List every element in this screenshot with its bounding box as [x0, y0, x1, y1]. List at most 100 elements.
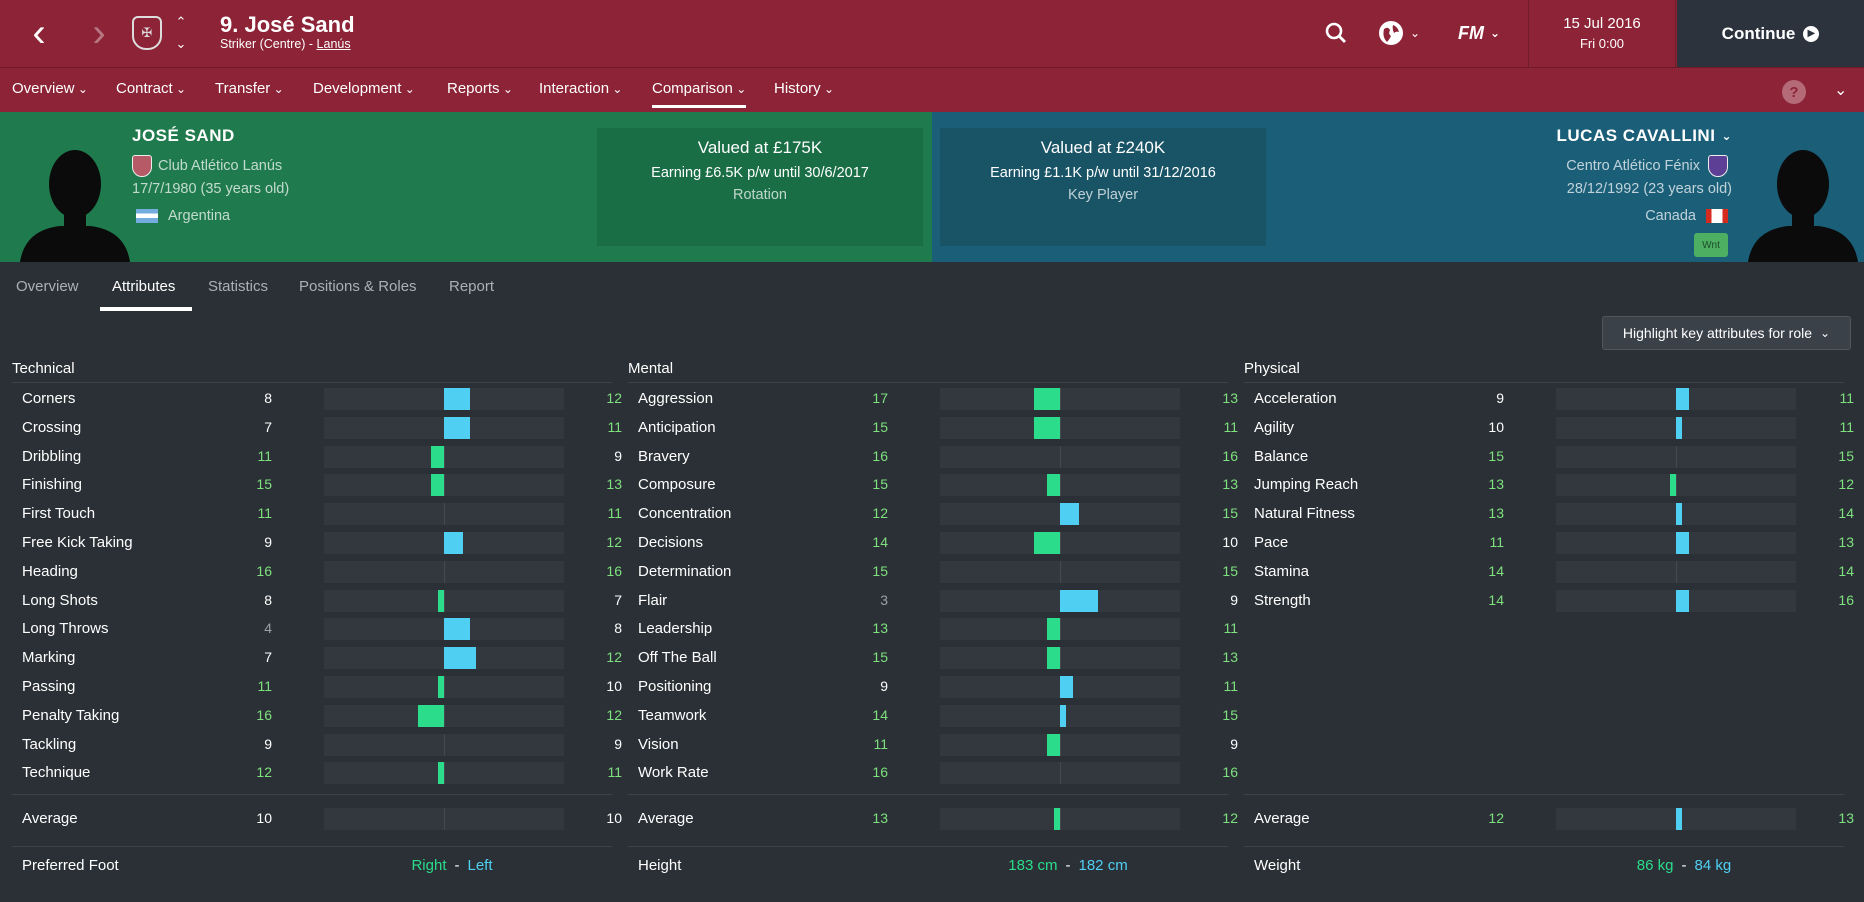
attribute-row[interactable]: Passing 11 10 — [12, 674, 622, 698]
attribute-row[interactable]: Penalty Taking 16 12 — [12, 703, 622, 727]
comparison-bar-center — [1060, 733, 1061, 756]
chevron-down-icon[interactable]: ⌄ — [1834, 82, 1848, 99]
attribute-row[interactable]: Pace 11 13 — [1244, 530, 1854, 554]
comparison-bar-center — [444, 445, 445, 468]
menu-transfer[interactable]: Transfer ⌄ — [215, 80, 284, 97]
player2-advantage-bar — [444, 532, 464, 554]
attribute-row[interactable]: Composure 15 13 — [628, 472, 1238, 497]
footer-separator: - — [454, 857, 460, 874]
menu-reports[interactable]: Reports ⌄ — [447, 80, 513, 97]
attribute-name: Technique — [22, 764, 91, 782]
menu-overview[interactable]: Overview ⌄ — [12, 80, 88, 97]
attribute-row[interactable]: Stamina 14 14 — [1244, 559, 1854, 583]
attribute-row[interactable]: Average 12 13 — [1244, 806, 1854, 830]
attribute-name: Bravery — [638, 447, 690, 465]
attribute-row[interactable]: Positioning 9 11 — [628, 674, 1238, 698]
player1-nation[interactable]: Argentina — [136, 208, 230, 224]
comparison-bar-track — [940, 647, 1180, 670]
comparison-bar-center — [444, 474, 445, 497]
forward-icon[interactable]: › — [92, 11, 106, 55]
attribute-row[interactable]: Strength 14 16 — [1244, 588, 1854, 612]
fm-menu[interactable]: FM ⌄ — [1458, 18, 1500, 48]
menu-comparison[interactable]: Comparison ⌄ — [652, 80, 747, 108]
attribute-row[interactable]: Free Kick Taking 9 12 — [12, 530, 622, 554]
player1-attribute-value: 7 — [264, 649, 272, 666]
player2-advantage-bar — [444, 388, 470, 410]
attribute-row[interactable]: Anticipation 15 11 — [628, 415, 1238, 439]
club-crest-icon[interactable]: ✠ — [132, 16, 162, 50]
player2-nation[interactable]: Canada — [1645, 208, 1728, 224]
player2-attribute-value: 9 — [614, 447, 622, 464]
attribute-row[interactable]: Jumping Reach 13 12 — [1244, 472, 1854, 497]
back-icon[interactable]: ‹ — [32, 11, 46, 55]
player2-attribute-value: 7 — [614, 591, 622, 608]
menu-interaction[interactable]: Interaction ⌄ — [539, 80, 622, 97]
continue-button[interactable]: Continue ▶ — [1677, 0, 1864, 67]
subtab-statistics[interactable]: Statistics — [208, 278, 269, 295]
player2-attribute-value: 15 — [1222, 706, 1238, 723]
attribute-row[interactable]: Decisions 14 10 — [628, 530, 1238, 554]
player1-club[interactable]: Club Atlético Lanús — [132, 155, 282, 177]
attribute-row[interactable]: Acceleration 9 11 — [1244, 386, 1854, 410]
player2-selector[interactable]: LUCAS CAVALLINI ⌄ — [1557, 126, 1732, 146]
player1-attribute-value: 16 — [872, 447, 888, 464]
comparison-bar-track — [324, 618, 564, 641]
attribute-row[interactable]: Tackling 9 9 — [12, 732, 622, 756]
player1-attribute-value: 7 — [264, 418, 272, 435]
player-subtitle: Striker (Centre) - Lanús — [220, 37, 351, 51]
attribute-row[interactable]: Average 10 10 — [12, 806, 622, 830]
menu-contract[interactable]: Contract ⌄ — [116, 80, 186, 97]
attribute-row[interactable]: Balance 15 15 — [1244, 444, 1854, 468]
attribute-row[interactable]: Flair 3 9 — [628, 588, 1238, 612]
attribute-row[interactable]: Vision 11 9 — [628, 732, 1238, 756]
attribute-row[interactable]: Average 13 12 — [628, 806, 1238, 830]
comparison-bar-center — [1060, 560, 1061, 583]
globe-menu[interactable]: ⌄ — [1378, 18, 1420, 48]
attribute-row[interactable]: Work Rate 16 16 — [628, 760, 1238, 785]
attribute-row[interactable]: Concentration 12 15 — [628, 501, 1238, 526]
attribute-name: Agility — [1254, 418, 1295, 436]
player2-club[interactable]: Centro Atlético Fénix — [1566, 155, 1728, 177]
player2-attribute-value: 12 — [606, 390, 622, 406]
attribute-row[interactable]: Finishing 15 13 — [12, 472, 622, 497]
attribute-row[interactable]: Bravery 16 16 — [628, 444, 1238, 468]
subtab-report[interactable]: Report — [449, 278, 495, 295]
comparison-bar-track — [1556, 416, 1796, 439]
menu-development[interactable]: Development ⌄ — [313, 80, 415, 97]
player1-advantage-bar — [1047, 647, 1060, 670]
attribute-row[interactable]: Dribbling 11 9 — [12, 444, 622, 468]
player-club-link[interactable]: Lanús — [316, 37, 351, 51]
attribute-row[interactable]: Teamwork 14 15 — [628, 703, 1238, 727]
crest-chevron-icon[interactable]: ⌃ ⌄ — [175, 14, 187, 51]
attribute-name: Marking — [22, 649, 76, 667]
attribute-row[interactable]: Marking 7 12 — [12, 645, 622, 670]
attribute-row[interactable]: First Touch 11 11 — [12, 501, 622, 526]
subtab-attributes[interactable]: Attributes — [112, 278, 176, 295]
comparison-bar-track — [324, 445, 564, 468]
attribute-row[interactable]: Aggression 17 13 — [628, 386, 1238, 410]
comparison-bar-track — [1556, 589, 1796, 612]
attribute-row[interactable]: Crossing 7 11 — [12, 415, 622, 439]
player1-name[interactable]: JOSÉ SAND — [132, 126, 235, 145]
subtab-overview[interactable]: Overview — [16, 278, 79, 295]
comparison-bar-center — [444, 808, 445, 830]
attribute-row[interactable]: Corners 8 12 — [12, 386, 622, 410]
section-divider — [1244, 382, 1844, 383]
attribute-row[interactable]: Leadership 13 11 — [628, 616, 1238, 641]
menu-history[interactable]: History ⌄ — [774, 80, 834, 97]
player2-advantage-bar — [1060, 676, 1073, 698]
attribute-row[interactable]: Long Shots 8 7 — [12, 588, 622, 612]
attribute-row[interactable]: Natural Fitness 13 14 — [1244, 501, 1854, 526]
subtab-positions-roles[interactable]: Positions & Roles — [299, 278, 417, 295]
attribute-row[interactable]: Long Throws 4 8 — [12, 616, 622, 641]
help-icon[interactable]: ? — [1782, 80, 1806, 104]
attribute-row[interactable]: Agility 10 11 — [1244, 415, 1854, 439]
player2-attribute-value: 15 — [1222, 505, 1238, 522]
attribute-row[interactable]: Technique 12 11 — [12, 760, 622, 785]
attribute-row[interactable]: Off The Ball 15 13 — [628, 645, 1238, 670]
attribute-row[interactable]: Heading 16 16 — [12, 559, 622, 583]
search-icon[interactable] — [1324, 18, 1348, 48]
highlight-attributes-dropdown[interactable]: Highlight key attributes for role ⌄ — [1602, 316, 1851, 350]
date-display[interactable]: 15 Jul 2016 Fri 0:00 — [1528, 0, 1676, 67]
attribute-row[interactable]: Determination 15 15 — [628, 559, 1238, 583]
